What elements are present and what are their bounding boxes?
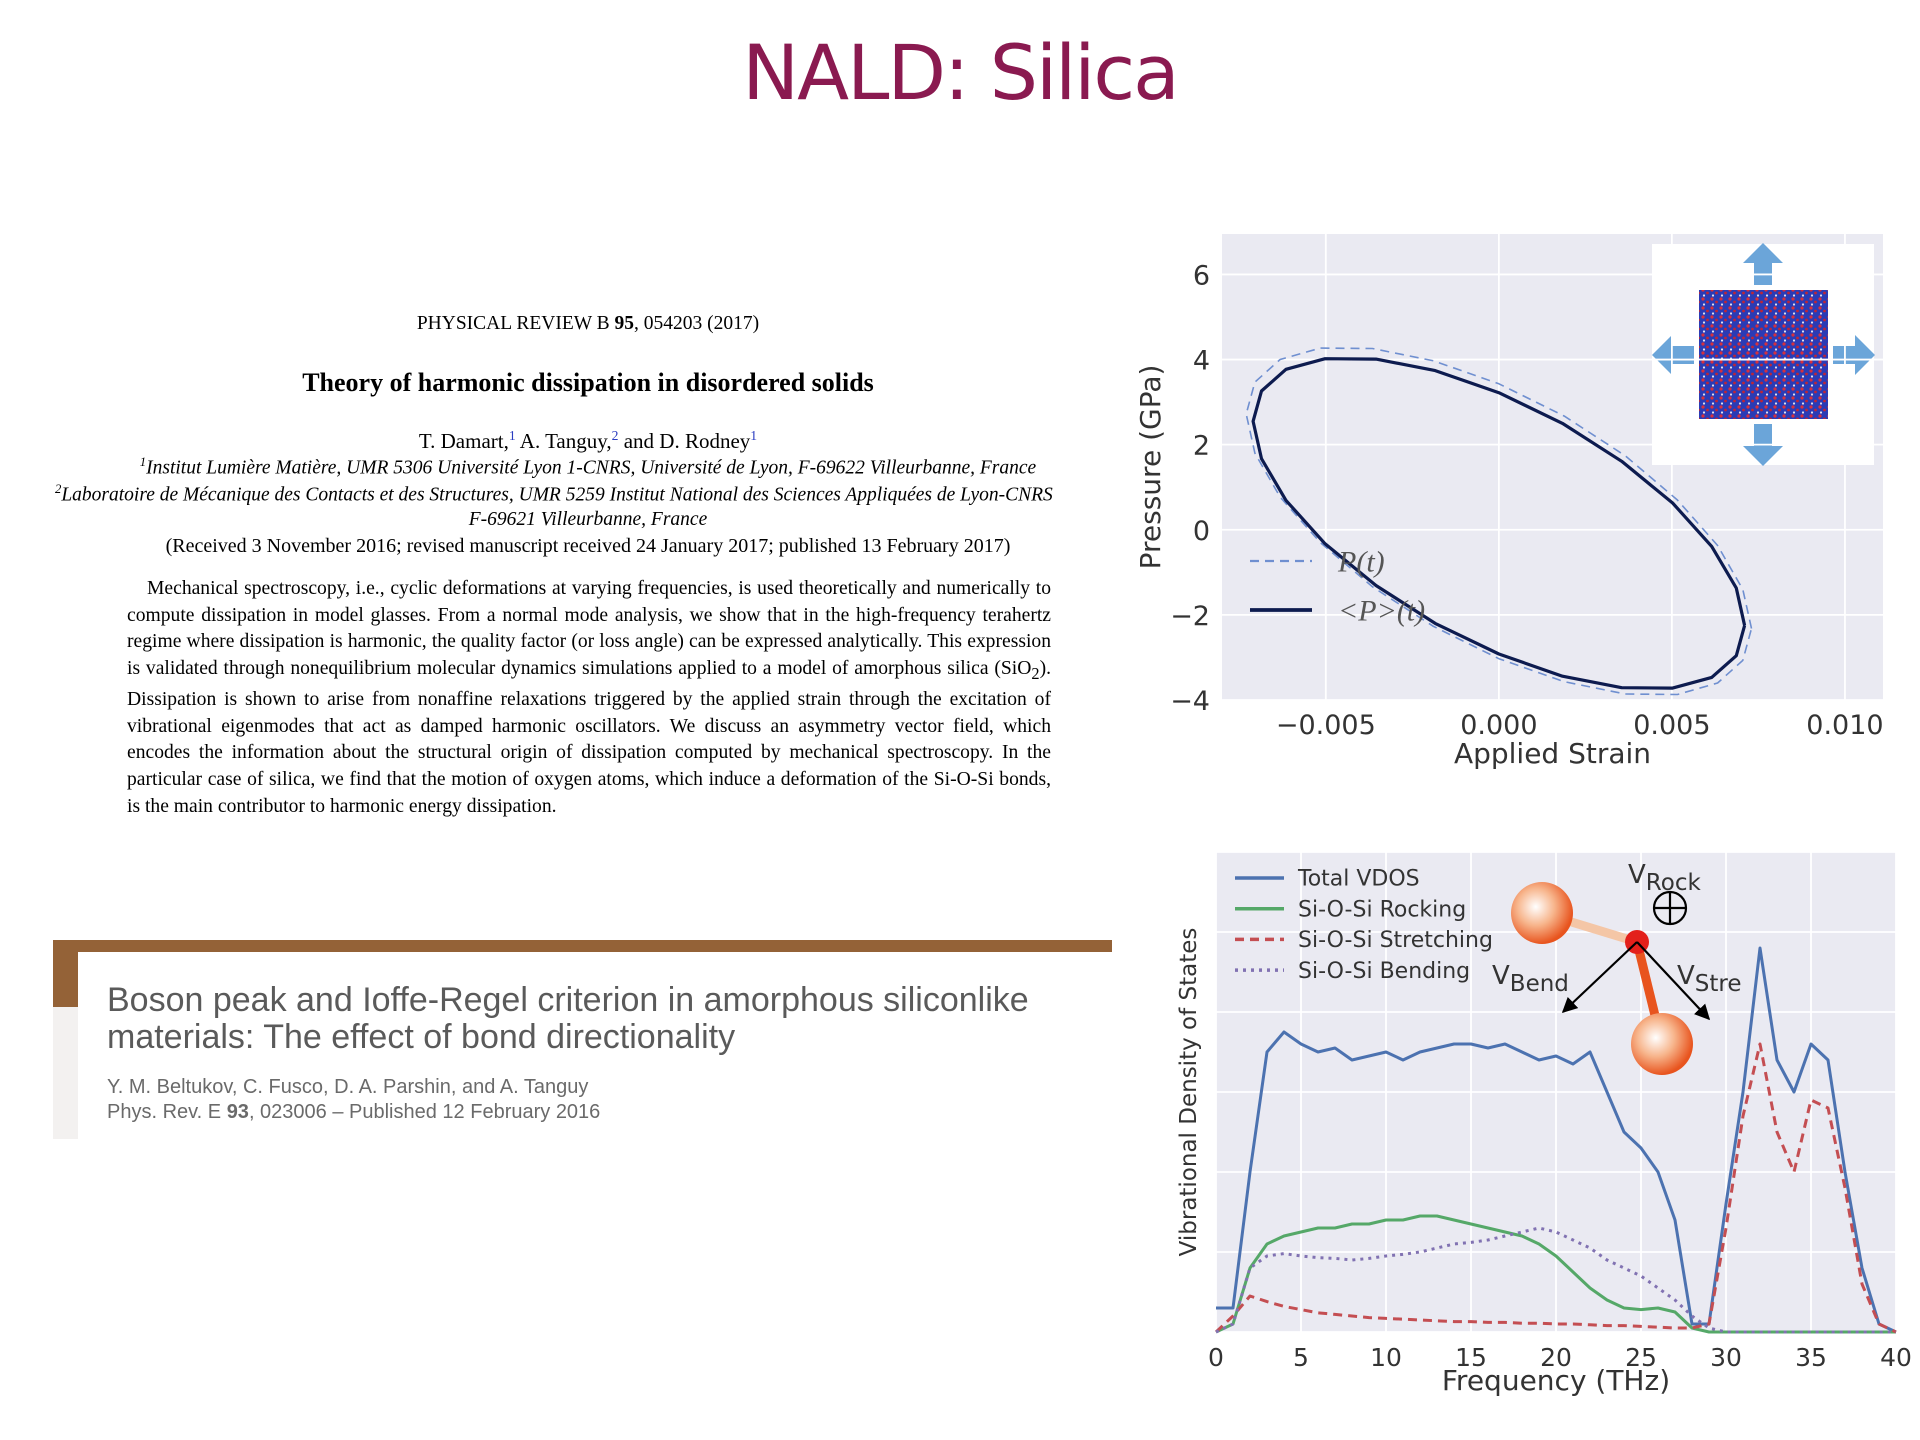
y-tick-label: −4 bbox=[1170, 686, 1210, 717]
annotation-base: V bbox=[1628, 860, 1646, 890]
inset bbox=[1652, 243, 1875, 466]
paper2-authors: Y. M. Beltukov, C. Fusco, D. A. Parshin,… bbox=[107, 1076, 589, 1098]
accent-square bbox=[53, 952, 78, 1007]
series-line bbox=[1214, 1042, 1897, 1334]
volume: 95 bbox=[614, 313, 635, 334]
paper2-title: Boson peak and Ioffe-Regel criterion in … bbox=[107, 981, 1029, 1056]
y-tick-label: 4 bbox=[1193, 346, 1210, 377]
accent-bar bbox=[53, 940, 1112, 952]
legend-label: Si-O-Si Bending bbox=[1298, 959, 1470, 984]
x-tick-label: 35 bbox=[1795, 1343, 1827, 1372]
x-tick-label: 0.010 bbox=[1806, 710, 1883, 741]
series-line bbox=[1215, 1226, 1896, 1334]
received: (Received 3 November 2016; revised manus… bbox=[165, 535, 1011, 557]
annotation: VStre bbox=[1677, 961, 1742, 997]
series-line bbox=[1216, 946, 1897, 1334]
y-axis-label: Vibrational Density of States bbox=[1176, 928, 1202, 1257]
author: T. Damart, bbox=[418, 429, 509, 453]
strain-arrow bbox=[1743, 243, 1783, 285]
x-axis-label: Applied Strain bbox=[1454, 737, 1651, 770]
author: A. Tanguy, bbox=[519, 429, 612, 453]
strain-arrow bbox=[1652, 335, 1694, 375]
x-tick-label: 25 bbox=[1625, 1343, 1657, 1372]
series-line bbox=[1215, 1214, 1896, 1334]
affiliation-cont: F-69621 Villeurbanne, France bbox=[468, 509, 708, 530]
authors: T. Damart,1 A. Tanguy,2 and D. Rodney1 bbox=[0, 428, 1176, 454]
x-axis-label: Frequency (THz) bbox=[1442, 1364, 1670, 1397]
y-tick-label: 6 bbox=[1193, 260, 1210, 291]
subscript: 2 bbox=[1031, 663, 1040, 683]
oxygen bbox=[1631, 1013, 1693, 1075]
accent-strip bbox=[53, 1007, 78, 1139]
y-tick-label: 2 bbox=[1193, 431, 1210, 462]
abstract: Mechanical spectroscopy, i.e., cyclic de… bbox=[127, 576, 1051, 820]
affiliations: 1Institut Lumière Matière, UMR 5306 Univ… bbox=[0, 455, 1112, 545]
annotation-sub: Rock bbox=[1646, 870, 1702, 896]
aff-mark: 2 bbox=[55, 482, 62, 496]
paper2-citation: Phys. Rev. E 93, 023006 – Published 12 F… bbox=[107, 1101, 600, 1124]
journal: PHYSICAL REVIEW B bbox=[416, 313, 610, 334]
x-tick-label: 10 bbox=[1370, 1343, 1402, 1372]
x-tick-label: 30 bbox=[1710, 1343, 1742, 1372]
annotation-base: V bbox=[1677, 961, 1695, 991]
aff-text: Laboratoire de Mécanique des Contacts et… bbox=[61, 484, 1053, 506]
aff-mark: 1 bbox=[508, 428, 516, 443]
x-tick-label: 0.000 bbox=[1460, 710, 1537, 741]
legend-label: <P>(t) bbox=[1338, 595, 1425, 628]
journal: Phys. Rev. E bbox=[107, 1101, 222, 1123]
x-tick-label: 15 bbox=[1455, 1343, 1487, 1372]
x-tick-label: 20 bbox=[1540, 1343, 1572, 1372]
affiliation: 2Laboratoire de Mécanique des Contacts e… bbox=[55, 482, 1053, 507]
volume: 93 bbox=[226, 1101, 249, 1123]
oplus-cross bbox=[1654, 892, 1686, 924]
legend-label: P(t) bbox=[1337, 546, 1385, 579]
citation: , 023006 – Published 12 February 2016 bbox=[248, 1101, 601, 1123]
silica-box bbox=[1699, 290, 1828, 419]
annotation-base: V bbox=[1492, 961, 1510, 991]
annotation-sub: Stre bbox=[1695, 971, 1742, 997]
y-axis-label: Pressure (GPa) bbox=[1134, 365, 1167, 570]
aff-text: Institut Lumière Matière, UMR 5306 Unive… bbox=[146, 457, 1037, 479]
x-tick-label: −0.005 bbox=[1276, 710, 1376, 741]
affiliation: 1Institut Lumière Matière, UMR 5306 Univ… bbox=[0, 455, 1112, 480]
legend-label: Si-O-Si Stretching bbox=[1298, 928, 1493, 953]
citation: , 054203 (2017) bbox=[634, 313, 760, 334]
abstract-text: ). Dissipation is shown to arise from no… bbox=[127, 657, 1051, 817]
aff-mark: 2 bbox=[611, 428, 619, 443]
journal-line: PHYSICAL REVIEW B 95, 054203 (2017) bbox=[0, 313, 1176, 335]
annotation-sub: Bend bbox=[1510, 971, 1569, 997]
y-tick-label: −2 bbox=[1170, 601, 1210, 632]
x-tick-label: 0 bbox=[1208, 1343, 1224, 1372]
legend-label: Total VDOS bbox=[1297, 867, 1420, 892]
arrow bbox=[1561, 941, 1638, 1014]
x-tick-label: 5 bbox=[1293, 1343, 1309, 1372]
abstract-text: Mechanical spectroscopy, i.e., cyclic de… bbox=[127, 578, 1051, 679]
y-tick-label: 0 bbox=[1193, 516, 1210, 547]
legend-label: Si-O-Si Rocking bbox=[1298, 897, 1466, 922]
aff-mark: 1 bbox=[139, 455, 147, 469]
paper-title: Theory of harmonic dissipation in disord… bbox=[302, 368, 874, 397]
author: and D. Rodney bbox=[623, 429, 751, 453]
x-tick-label: 40 bbox=[1880, 1343, 1912, 1372]
annotation: VRock bbox=[1628, 860, 1701, 896]
slide-title: NALD: Silica bbox=[742, 28, 1179, 117]
strain-arrow bbox=[1833, 335, 1875, 375]
aff-mark: 1 bbox=[750, 428, 758, 443]
series-line bbox=[1251, 357, 1747, 690]
x-tick-label: 0.005 bbox=[1633, 710, 1710, 741]
annotation: VBend bbox=[1492, 961, 1569, 997]
oxygen bbox=[1511, 882, 1573, 944]
arrow bbox=[1636, 941, 1711, 1021]
